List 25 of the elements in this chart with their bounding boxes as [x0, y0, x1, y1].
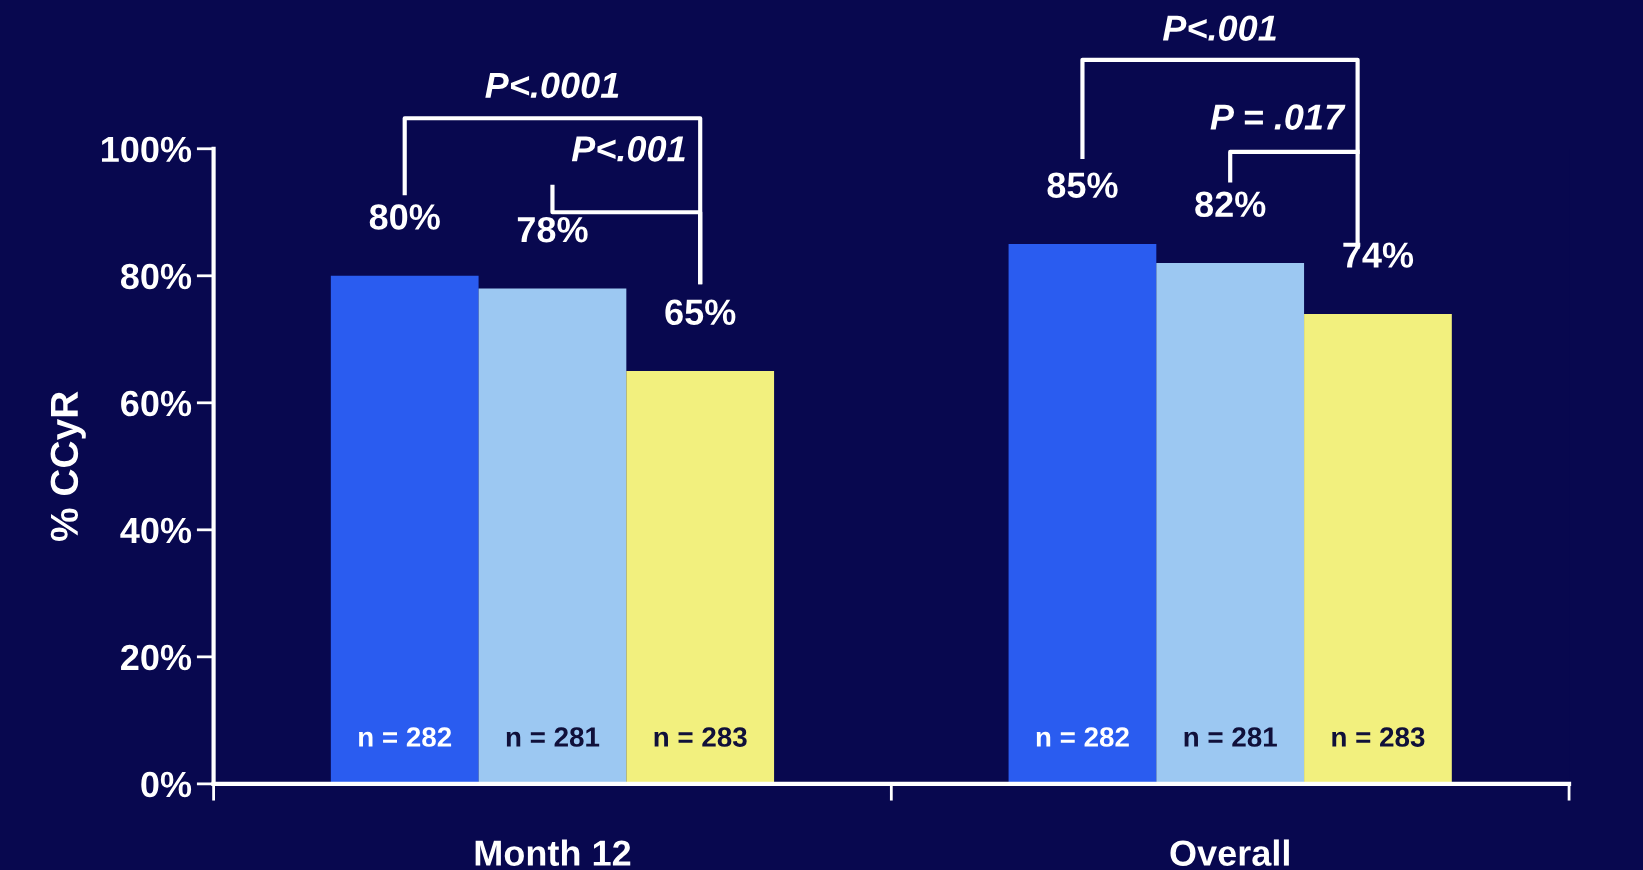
y-tick-label: 20% [121, 644, 192, 671]
y-tick-label: 60% [121, 390, 192, 417]
x-tick-label: Overall [1170, 839, 1289, 866]
text: P = .017 [1210, 104, 1346, 130]
annotation: n = 282 [359, 727, 452, 747]
text: 65% [665, 299, 736, 326]
annotation: n = 282 [1036, 727, 1129, 747]
y-axis-title: % CCyR [50, 391, 86, 541]
text: 85% [1047, 172, 1118, 199]
y-tick-label: 40% [120, 517, 192, 544]
y-tick-label: 0% [141, 771, 192, 798]
annotation: n = 281 [1184, 727, 1277, 747]
annotation: n = 283 [654, 727, 747, 747]
text: 82% [1195, 191, 1266, 218]
annotation: n = 283 [1332, 727, 1425, 747]
annotation: P<.001 [571, 136, 685, 162]
text: P<.0001 [485, 72, 619, 99]
text: 74% [1343, 242, 1414, 268]
annotation: n = 281 [506, 727, 600, 747]
y-tick-label: 100% [101, 136, 192, 163]
text: P<.001 [1162, 15, 1276, 41]
text: 80% [369, 204, 440, 230]
y-tick-label: 80% [120, 263, 192, 290]
x-tick-label: Month 12 [475, 839, 631, 866]
text: 78% [517, 216, 588, 243]
